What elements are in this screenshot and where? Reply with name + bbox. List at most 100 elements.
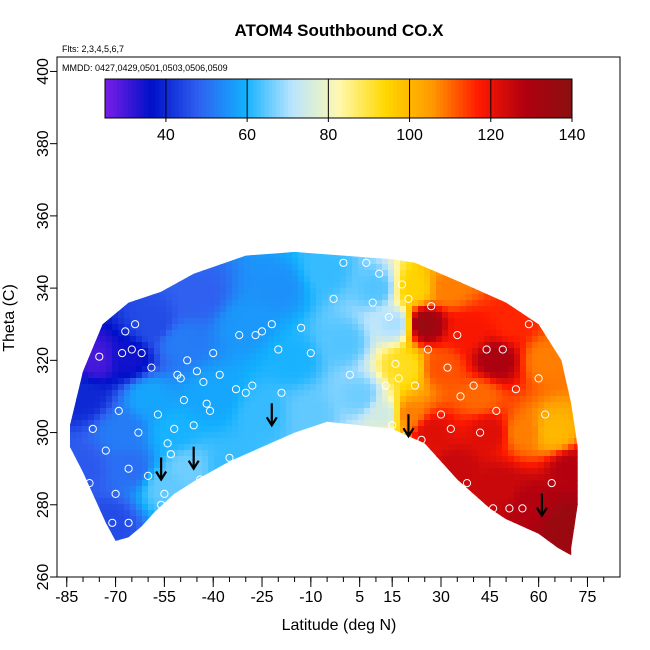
heatmap-cell [286,300,293,307]
heatmap-cell [388,366,395,373]
heatmap-cell [490,300,497,307]
heatmap-cell [166,462,173,469]
heatmap-cell [376,312,383,319]
heatmap-cell [172,456,179,463]
heatmap-cell [502,288,509,295]
heatmap-cell [412,474,419,481]
heatmap-cell [232,552,239,556]
heatmap-cell [424,372,431,379]
heatmap-cell [466,354,473,361]
heatmap-cell [418,312,425,319]
heatmap-cell [148,270,155,277]
heatmap-cell [520,252,527,253]
heatmap-cell [544,528,551,535]
heatmap-cell [112,336,119,343]
observation-marker [446,424,455,433]
heatmap-cell [358,300,365,307]
heatmap-cell [292,252,299,253]
heatmap-cell [568,282,575,289]
heatmap-cell [472,348,479,355]
heatmap-cell [358,252,365,253]
heatmap-cell [382,330,389,337]
heatmap-cell [274,252,281,259]
heatmap-cell [334,408,341,415]
heatmap-cell [118,468,125,475]
heatmap-cell [478,468,485,475]
heatmap-cell [82,348,89,355]
heatmap-cell [472,510,479,517]
heatmap-cell [376,300,383,307]
heatmap-cell [172,336,179,343]
heatmap-cell [424,444,431,451]
heatmap-cell [466,288,473,295]
heatmap-cell [310,504,317,511]
heatmap-cell [490,516,497,523]
heatmap-cell [202,450,209,457]
heatmap-cell [250,474,257,481]
heatmap-cell [124,534,131,541]
heatmap-cell [382,360,389,367]
heatmap-cell [346,252,353,259]
heatmap-cell [256,492,263,499]
heatmap-cell [148,252,155,259]
heatmap-cell [166,414,173,421]
heatmap-cell [574,390,578,397]
heatmap-cell [376,552,383,556]
heatmap-cell [562,450,569,457]
heatmap-cell [256,468,263,475]
heatmap-cell [112,252,119,253]
heatmap-cell [484,528,491,535]
heatmap-cell [142,468,149,475]
heatmap-cell [526,546,533,553]
heatmap-cell [460,276,467,283]
heatmap-cell [274,342,281,349]
heatmap-cell [304,360,311,367]
heatmap-cell [244,546,251,553]
heatmap-cell [508,390,515,397]
heatmap-cell [358,486,365,493]
heatmap-cell [556,252,563,253]
heatmap-cell [460,534,467,541]
heatmap-cell [448,258,455,265]
heatmap-cell [502,336,509,343]
heatmap-cell [280,360,287,367]
heatmap-cell [478,534,485,541]
heatmap-cell [394,282,401,289]
heatmap-cell [316,498,323,505]
heatmap-cell [550,318,557,325]
heatmap-cell [172,258,179,265]
heatmap-cell [142,378,149,385]
heatmap-cell [532,252,539,253]
heatmap-cell [364,276,371,283]
heatmap-cell [376,324,383,331]
heatmap-cell [514,300,521,307]
heatmap-cell [160,282,167,289]
heatmap-cell [538,444,545,451]
heatmap-cell [292,444,299,451]
heatmap-cell [70,354,71,361]
heatmap-cell [436,258,443,265]
heatmap-cell [166,396,173,403]
heatmap-cell [460,258,467,265]
heatmap-cell [130,330,137,337]
heatmap-cell [538,294,545,301]
heatmap-cell [436,516,443,523]
heatmap-cell [532,384,539,391]
heatmap-cell [82,300,89,307]
heatmap-cell [328,450,335,457]
heatmap-cell [418,390,425,397]
heatmap-cell [352,456,359,463]
heatmap-cell [472,474,479,481]
heatmap-cell [388,300,395,307]
heatmap-cell [142,516,149,523]
heatmap-cell [280,516,287,523]
heatmap-cell [106,438,113,445]
heatmap-cell [550,342,557,349]
heatmap-cell [256,324,263,331]
heatmap-cell [298,432,305,439]
heatmap-cell [334,264,341,271]
heatmap-cell [322,366,329,373]
heatmap-cell [370,264,377,271]
heatmap-cell [388,450,395,457]
heatmap-cell [292,420,299,427]
